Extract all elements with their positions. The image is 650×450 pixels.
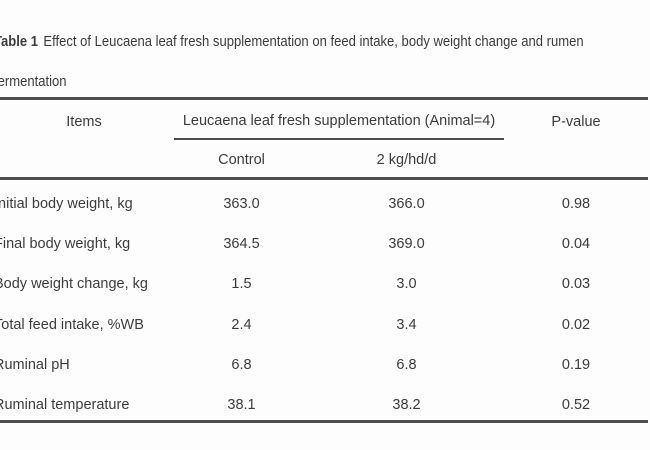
control-value-cell: 6.8 xyxy=(231,357,252,374)
treatment-value-cell: 6.8 xyxy=(396,357,417,374)
table-row: Ruminal temperature 38.1 38.2 0.52 xyxy=(0,381,648,422)
control-value-cell: 363.0 xyxy=(223,196,260,212)
results-table: Items Leucaena leaf fresh supplementatio… xyxy=(0,97,649,423)
table-caption-label: Table 1 xyxy=(0,34,39,50)
table-row: Total feed intake, %WB 2.4 3.4 0.02 xyxy=(0,300,648,341)
table-row: Body weight change, kg 1.5 3.0 0.03 xyxy=(0,260,648,301)
item-label-cell: Initial body weight, kg xyxy=(0,196,133,212)
control-value-cell: 2.4 xyxy=(231,316,252,333)
column-header-pvalue: P-value xyxy=(551,113,601,130)
item-label-cell: Ruminal pH xyxy=(0,357,70,374)
treatment-value-cell: 366.0 xyxy=(388,196,425,212)
item-label-cell: Body weight change, kg xyxy=(0,276,148,293)
header-row-subcolumns: Control 2 kg/hd/d xyxy=(0,139,648,179)
treatment-value-cell: 38.2 xyxy=(392,397,421,413)
control-value-cell: 364.5 xyxy=(223,235,260,252)
header-row-groups: Items Leucaena leaf fresh supplementatio… xyxy=(0,98,648,140)
column-group-header-supplementation: Leucaena leaf fresh supplementation (Ani… xyxy=(174,98,505,140)
empty-header-cell xyxy=(504,139,648,179)
control-value-cell: 1.5 xyxy=(231,276,252,293)
control-value-cell: 38.1 xyxy=(227,397,256,413)
pvalue-cell: 0.04 xyxy=(561,235,591,252)
table-row: Ruminal pH 6.8 6.8 0.19 xyxy=(0,341,648,382)
table-caption-text: Effect of Leucaena leaf fresh supplement… xyxy=(43,34,584,50)
table-body: Initial body weight, kg 363.0 366.0 0.98… xyxy=(0,178,649,422)
item-label-cell: Total feed intake, %WB xyxy=(0,316,144,333)
treatment-value-cell: 3.0 xyxy=(396,276,417,293)
treatment-value-cell: 3.4 xyxy=(396,316,417,333)
pvalue-cell: 0.19 xyxy=(561,357,591,374)
column-header-control: Control xyxy=(218,152,265,169)
column-header-treatment: 2 kg/hd/d xyxy=(376,152,437,169)
item-label-cell: Ruminal temperature xyxy=(0,397,130,413)
table-caption-line2: fermentation xyxy=(0,62,642,102)
column-header-items: Items xyxy=(66,113,102,130)
pvalue-cell: 0.98 xyxy=(561,196,591,212)
pvalue-cell: 0.03 xyxy=(561,276,591,293)
empty-header-cell xyxy=(0,139,174,179)
table-header: Items Leucaena leaf fresh supplementatio… xyxy=(0,98,648,179)
table-caption-text-continued: fermentation xyxy=(0,74,67,90)
pvalue-cell: 0.02 xyxy=(561,316,591,333)
item-label-cell: Final body weight, kg xyxy=(0,235,131,252)
treatment-value-cell: 369.0 xyxy=(388,235,425,252)
table-row: Final body weight, kg 364.5 369.0 0.04 xyxy=(0,219,648,260)
table-row: Initial body weight, kg 363.0 366.0 0.98 xyxy=(0,179,648,220)
pvalue-cell: 0.52 xyxy=(561,397,591,413)
